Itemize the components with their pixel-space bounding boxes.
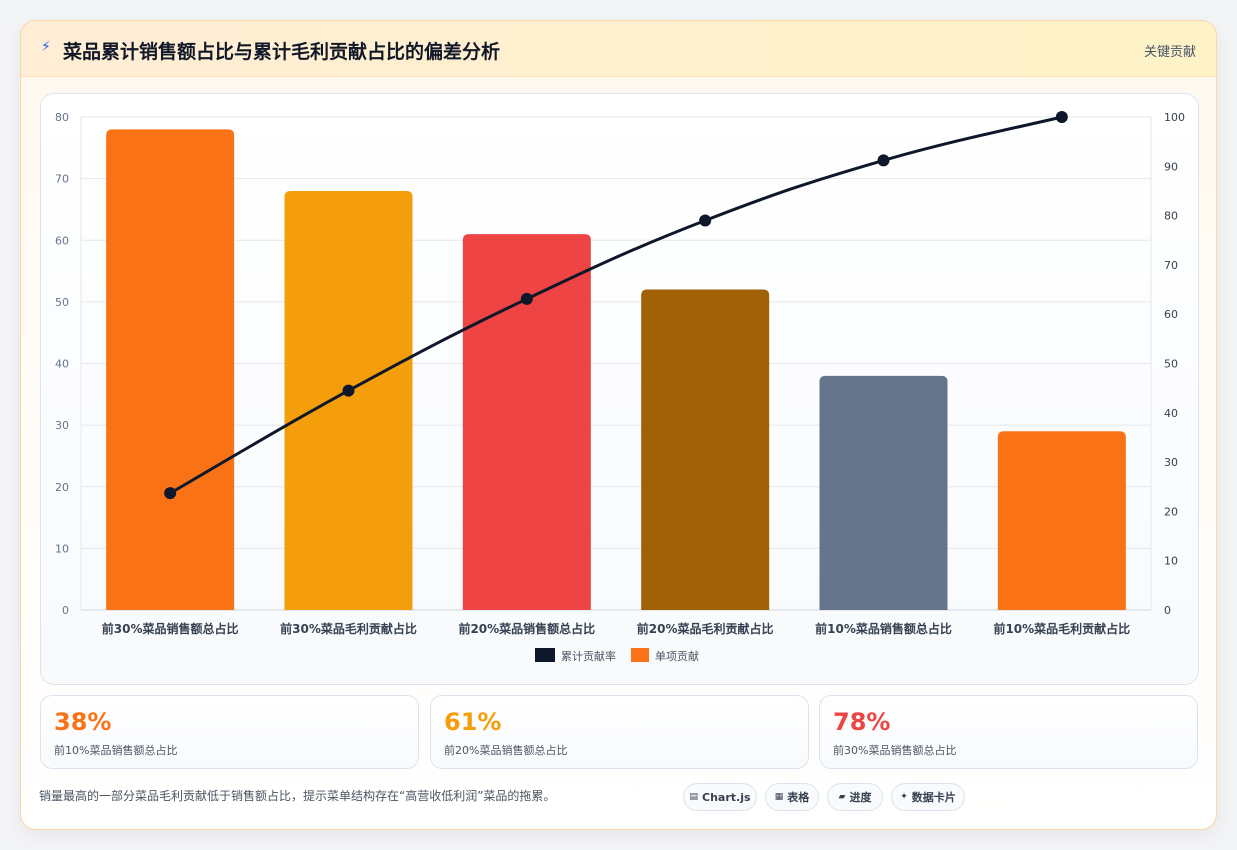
x-tick-label: 前20%菜品毛利贡献占比 — [637, 621, 774, 636]
x-tick-label: 前20%菜品销售额总占比 — [458, 621, 595, 636]
lightning-icon: ⚡ — [41, 39, 51, 55]
pill-progress[interactable]: ▰ 进度 — [827, 783, 883, 811]
header-badge[interactable]: 关键贡献 — [1143, 45, 1196, 60]
y-tick-right: 40 — [1164, 407, 1178, 420]
progress-icon: ▰ — [838, 792, 846, 802]
y-tick-left: 70 — [55, 173, 69, 186]
y-tick-right: 50 — [1164, 358, 1178, 371]
legend-swatch-bar — [631, 648, 649, 662]
bar-3 — [462, 234, 591, 610]
line-point-5 — [877, 154, 890, 167]
pill-chartjs[interactable]: ▤ Chart.js — [683, 783, 757, 811]
y-tick-right: 0 — [1164, 604, 1171, 617]
card-header: ⚡ 菜品累计销售额占比与累计毛利贡献占比的偏差分析 关键贡献 — [21, 21, 1216, 77]
pareto-chart: 0 10 20 30 40 50 60 70 80 0 10 20 30 40 50 60 70 80 90 100 前… — [55, 111, 1185, 663]
y-tick-left: 0 — [62, 604, 69, 617]
stat-card-1: 38% 前10%菜品销售额总占比 — [40, 695, 419, 769]
stat-value: 78% — [833, 708, 891, 736]
stat-label: 前10%菜品销售额总占比 — [54, 744, 178, 757]
bar-4 — [641, 289, 770, 610]
line-point-2 — [342, 384, 355, 397]
pill-table[interactable]: ▦ 表格 — [765, 783, 819, 811]
y-tick-right: 30 — [1164, 456, 1178, 469]
y-tick-right: 60 — [1164, 308, 1178, 321]
bar-2 — [284, 190, 413, 610]
page-title: 菜品累计销售额占比与累计毛利贡献占比的偏差分析 — [63, 41, 501, 63]
pill-label: 数据卡片 — [911, 791, 956, 804]
stat-label: 前30%菜品销售额总占比 — [833, 744, 957, 757]
y-tick-left: 20 — [55, 481, 69, 494]
pill-label: Chart.js — [702, 790, 751, 804]
cumulative-line — [169, 115, 1063, 495]
stat-card-2: 61% 前20%菜品销售额总占比 — [430, 695, 809, 769]
y-tick-right: 10 — [1164, 555, 1178, 568]
pill-label: 进度 — [849, 791, 872, 804]
bar-5 — [819, 375, 948, 610]
x-tick-label: 前10%菜品毛利贡献占比 — [993, 621, 1130, 636]
stat-value: 61% — [444, 708, 502, 736]
stat-card-3: 78% 前30%菜品销售额总占比 — [819, 695, 1198, 769]
stat-label: 前20%菜品销售额总占比 — [444, 744, 568, 757]
y-tick-left: 10 — [55, 542, 69, 555]
pill-label: 表格 — [787, 791, 810, 804]
legend-swatch-line — [535, 648, 555, 662]
y-tick-left: 60 — [55, 234, 69, 247]
pill-datacard[interactable]: ✦ 数据卡片 — [891, 783, 965, 811]
bar-1 — [106, 129, 235, 610]
line-point-4 — [699, 214, 712, 227]
legend-label-bar: 单项贡献 — [655, 649, 699, 663]
y-tick-right: 70 — [1164, 259, 1178, 272]
table-icon: ▦ — [774, 792, 784, 802]
y-tick-right: 80 — [1164, 210, 1178, 223]
y-tick-left: 50 — [55, 296, 69, 309]
x-tick-label: 前30%菜品毛利贡献占比 — [280, 621, 417, 636]
legend-label-line: 累计贡献率 — [561, 649, 616, 663]
y-tick-left: 80 — [55, 111, 69, 124]
line-point-3 — [520, 292, 533, 305]
y-tick-left: 30 — [55, 419, 69, 432]
line-point-6 — [1055, 111, 1068, 123]
y-tick-right: 100 — [1164, 111, 1185, 124]
sparkle-icon: ✦ — [900, 792, 908, 802]
chart-panel: 0 10 20 30 40 50 60 70 80 0 10 20 30 40 50 60 70 80 90 100 前… — [40, 93, 1199, 685]
chart-icon: ▤ — [689, 792, 698, 802]
line-point-1 — [164, 487, 177, 500]
y-tick-left: 40 — [55, 358, 69, 371]
stat-value: 38% — [54, 708, 112, 736]
x-tick-label: 前30%菜品销售额总占比 — [102, 621, 239, 636]
bar-6 — [997, 431, 1126, 610]
x-tick-label: 前10%菜品销售额总占比 — [815, 621, 952, 636]
y-tick-right: 90 — [1164, 160, 1178, 173]
main-card: ⚡ 菜品累计销售额占比与累计毛利贡献占比的偏差分析 关键贡献 0 10 20 30 40… — [20, 20, 1217, 830]
y-tick-right: 20 — [1164, 505, 1178, 518]
footnote-text: 销量最高的一部分菜品毛利贡献低于销售额占比，提示菜单结构存在“高营收低利润”菜品… — [39, 789, 556, 803]
